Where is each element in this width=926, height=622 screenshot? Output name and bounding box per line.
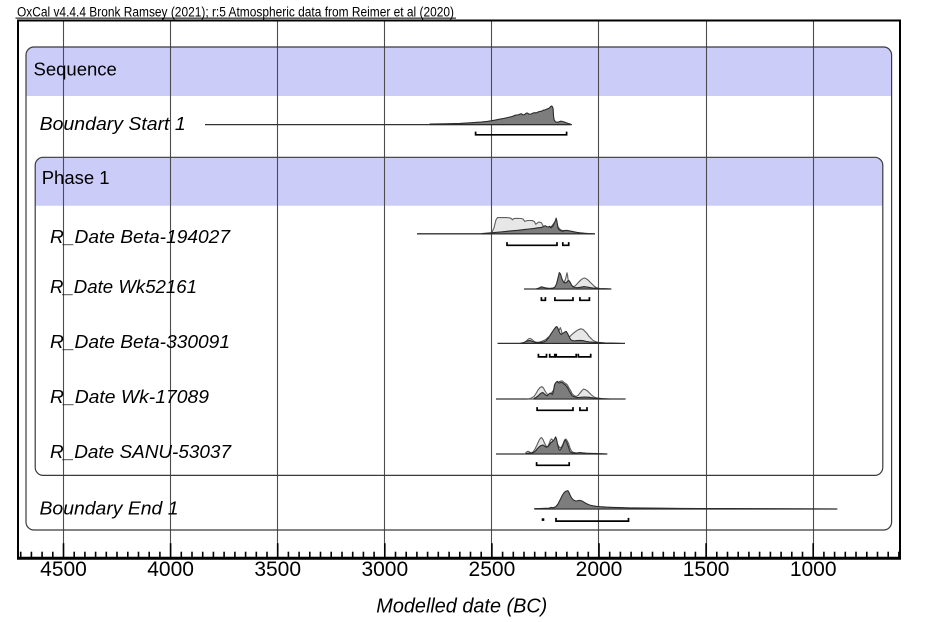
- svg-text:2000: 2000: [576, 558, 623, 581]
- svg-text:1000: 1000: [790, 558, 837, 581]
- svg-text:R_Date Beta-330091: R_Date Beta-330091: [50, 331, 230, 352]
- svg-text:4000: 4000: [147, 558, 194, 581]
- svg-text:2500: 2500: [469, 558, 516, 581]
- svg-text:Boundary End 1: Boundary End 1: [40, 498, 179, 519]
- svg-text:R_Date Wk52161: R_Date Wk52161: [50, 276, 197, 297]
- svg-text:1500: 1500: [683, 558, 730, 581]
- svg-text:3500: 3500: [254, 558, 301, 581]
- svg-text:Boundary Start 1: Boundary Start 1: [40, 113, 186, 134]
- svg-text:Phase 1: Phase 1: [42, 167, 110, 188]
- svg-text:3000: 3000: [361, 558, 408, 581]
- svg-text:Modelled date (BC): Modelled date (BC): [376, 596, 547, 618]
- svg-text:4500: 4500: [40, 558, 87, 581]
- svg-text:R_Date SANU-53037: R_Date SANU-53037: [50, 441, 232, 462]
- svg-text:R_Date Wk-17089: R_Date Wk-17089: [50, 386, 209, 407]
- svg-text:Sequence: Sequence: [34, 59, 117, 80]
- svg-text:OxCal v4.4.4 Bronk Ramsey (202: OxCal v4.4.4 Bronk Ramsey (2021); r:5 At…: [17, 5, 454, 20]
- svg-text:R_Date Beta-194027: R_Date Beta-194027: [50, 226, 231, 247]
